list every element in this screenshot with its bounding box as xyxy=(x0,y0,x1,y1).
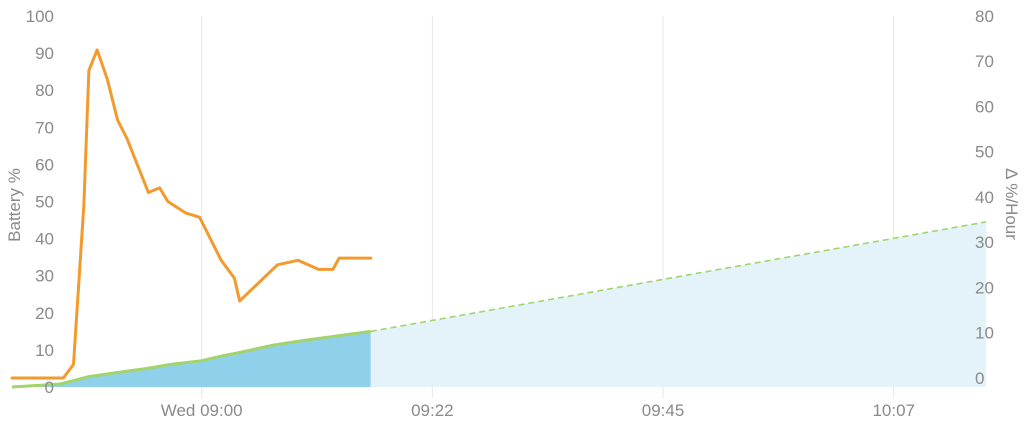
right-tick-label: 50 xyxy=(975,143,994,162)
right-tick-label: 30 xyxy=(975,233,994,252)
left-tick-label: 30 xyxy=(35,267,54,286)
x-tick-label: 09:45 xyxy=(642,401,685,420)
left-tick-label: 80 xyxy=(35,81,54,100)
battery-areas xyxy=(12,222,986,387)
right-tick-label: 80 xyxy=(975,7,994,26)
left-tick-label: 100 xyxy=(26,7,54,26)
right-tick-label: 10 xyxy=(975,324,994,343)
left-tick-label: 90 xyxy=(35,44,54,63)
right-tick-label: 0 xyxy=(975,369,984,388)
x-tick-label: 10:07 xyxy=(872,401,915,420)
charge_rate_delta_per_hour-line xyxy=(12,50,371,378)
right-tick-label: 20 xyxy=(975,278,994,297)
x-axis-ticks: Wed 09:00 09:22 09:45 10:07 xyxy=(161,401,915,420)
left-tick-label: 50 xyxy=(35,193,54,212)
left-axis-title: Battery % xyxy=(5,168,24,242)
left-tick-label: 70 xyxy=(35,118,54,137)
left-tick-label: 20 xyxy=(35,304,54,323)
x-tick-label: Wed 09:00 xyxy=(161,401,243,420)
left-tick-label: 60 xyxy=(35,155,54,174)
right-tick-label: 60 xyxy=(975,97,994,116)
right-axis-ticks: 0 10 20 30 40 50 60 70 80 xyxy=(975,7,994,388)
left-tick-label: 40 xyxy=(35,230,54,249)
x-tick-label: 09:22 xyxy=(411,401,454,420)
left-tick-label: 0 xyxy=(45,378,54,397)
right-tick-label: 70 xyxy=(975,52,994,71)
right-axis-title: Δ %/Hour xyxy=(1002,168,1021,240)
right-tick-label: 40 xyxy=(975,188,994,207)
left-tick-label: 10 xyxy=(35,341,54,360)
battery_percent_projected-area xyxy=(371,222,986,387)
left-axis-ticks: 0 10 20 30 40 50 60 70 80 90 100 xyxy=(26,7,54,397)
